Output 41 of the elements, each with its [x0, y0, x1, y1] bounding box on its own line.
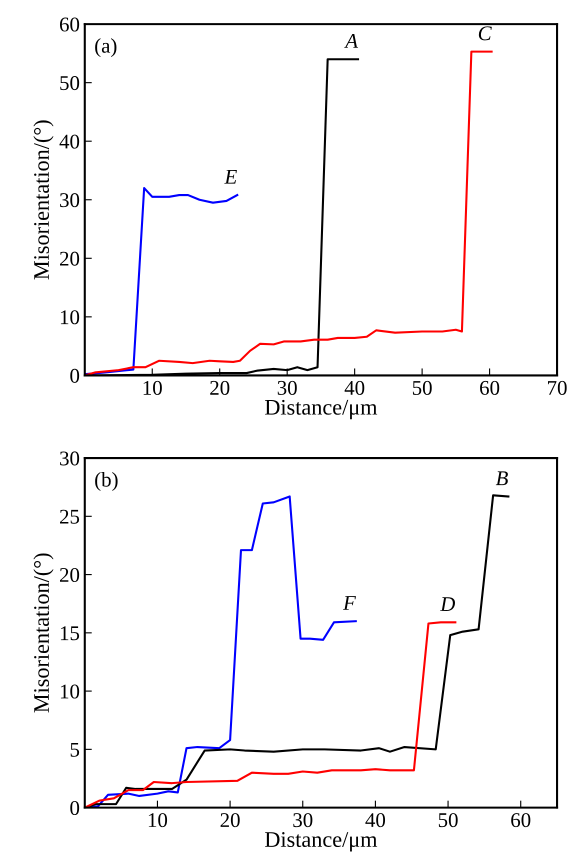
y-tick-label: 0 [70, 800, 80, 816]
x-tick-label: 50 [438, 813, 458, 828]
y-tick-label: 50 [60, 76, 80, 90]
x-tick-label: 40 [365, 813, 386, 828]
y-tick-label: 0 [70, 368, 80, 383]
x-tick-label: 30 [293, 813, 312, 828]
series-label: E [224, 170, 237, 184]
annotation: (b) [95, 472, 118, 491]
x-tick-label: 60 [511, 813, 530, 828]
y-tick-label: 20 [60, 568, 80, 582]
y-axis-title: Misorientation/(°) [33, 553, 54, 713]
y-tick-label: 20 [60, 252, 80, 266]
y-tick-label: 10 [60, 310, 80, 324]
x-tick-label: 30 [278, 380, 297, 395]
y-tick-label: 30 [60, 193, 80, 208]
series-label: A [344, 34, 358, 48]
x-tick-label: 60 [480, 380, 500, 395]
y-tick-label: 25 [60, 510, 80, 524]
series-label: F [342, 596, 356, 610]
y-axis-title: Misorientation/(°) [33, 120, 54, 280]
series-label: D [440, 597, 456, 611]
y-tick-label: 40 [59, 134, 80, 149]
x-tick-label: 20 [220, 813, 240, 828]
line-series [84, 621, 456, 808]
annotation: (a) [95, 38, 116, 58]
x-axis-title: Distance/μm [264, 832, 378, 852]
x-tick-label: 10 [148, 813, 168, 828]
y-tick-label: 15 [60, 626, 80, 640]
x-tick-label: 70 [548, 380, 567, 395]
y-tick-label: 10 [60, 684, 80, 699]
x-tick-label: 40 [344, 380, 364, 395]
series-label: B [496, 471, 508, 486]
y-tick-label: 30 [60, 451, 80, 466]
y-tick-label: 5 [70, 742, 80, 757]
x-tick-label: 50 [412, 380, 432, 395]
x-tick-label: 10 [144, 380, 162, 395]
x-tick-label: 20 [210, 380, 230, 395]
y-tick-label: 60 [60, 17, 80, 32]
x-axis-title: Distance/μm [264, 400, 378, 420]
line-series [84, 186, 238, 376]
series-label: C [478, 26, 492, 40]
